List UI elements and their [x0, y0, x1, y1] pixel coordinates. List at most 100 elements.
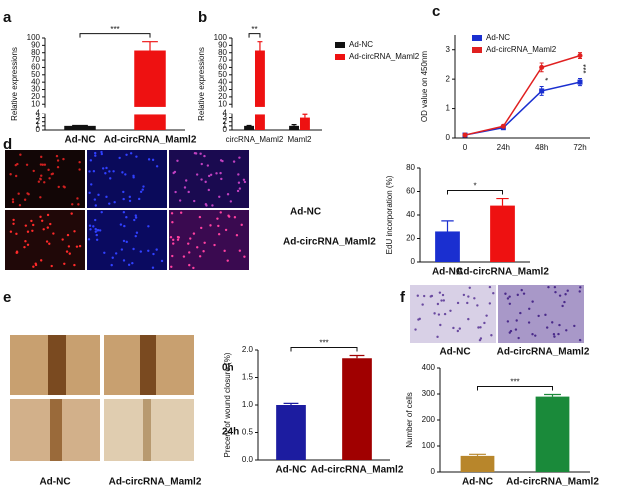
cell-dot — [172, 171, 175, 175]
wound-gap — [143, 399, 151, 461]
cell-dot — [43, 181, 46, 184]
y-tick-label: 90 — [31, 40, 40, 49]
cell-dot — [114, 252, 118, 255]
cell-dot — [176, 238, 180, 241]
line — [464, 81, 581, 136]
x-tick-label: Ad-NC — [275, 465, 306, 476]
cell-dot — [12, 218, 15, 222]
image-label: Ad-circRNA_Maml2 — [497, 347, 590, 358]
cell-dot — [11, 198, 15, 201]
cell-dot — [111, 256, 114, 259]
wound-gap — [50, 399, 62, 461]
cell-dot — [15, 250, 19, 253]
cell-dot — [94, 227, 97, 231]
cell-dot — [142, 185, 145, 188]
cell-dot — [176, 235, 180, 239]
cell-dot — [421, 303, 424, 306]
y-tick-label: 20 — [218, 92, 227, 101]
cell-dot — [242, 178, 246, 181]
cell-dot — [207, 174, 211, 178]
cell-dot — [473, 297, 476, 300]
cell-dot — [195, 173, 199, 176]
cell-dot — [492, 291, 495, 295]
cell-dot — [78, 244, 82, 248]
y-tick-label: 70 — [31, 55, 40, 64]
cell-dot — [206, 164, 210, 167]
cell-dot — [228, 215, 231, 218]
cell-dot — [124, 173, 127, 176]
cell-dot — [88, 170, 91, 173]
cell-dot — [219, 211, 222, 214]
y-tick-label: 60 — [218, 63, 227, 72]
significance-bracket — [477, 386, 553, 391]
y-tick-label: 400 — [422, 363, 436, 372]
error-bar — [302, 113, 308, 118]
cell-dot — [39, 196, 42, 199]
cell-dot — [417, 318, 420, 321]
axis-break — [228, 107, 236, 114]
cell-dot — [11, 200, 15, 204]
cell-dot — [433, 312, 436, 315]
cell-dot — [24, 240, 27, 243]
cell-dot — [12, 222, 15, 225]
cell-dot — [105, 195, 108, 199]
cell-dot — [78, 161, 81, 164]
y-tick-label: 30 — [218, 85, 227, 94]
cell-dot — [566, 289, 569, 292]
y-tick-label: 4 — [223, 109, 228, 118]
cell-dot — [202, 250, 205, 253]
cell-dot — [39, 163, 43, 166]
cell-dot — [514, 328, 518, 331]
cell-dot — [127, 263, 131, 267]
cell-dot — [49, 222, 52, 226]
cell-dot — [98, 229, 102, 232]
cell-dot — [200, 162, 203, 166]
cell-dot — [187, 190, 190, 194]
cell-dot — [171, 254, 174, 258]
significance-label: *** — [110, 25, 119, 34]
cell-dot — [531, 333, 534, 336]
cell-dot — [456, 329, 460, 333]
y-tick-label: 1.0 — [242, 400, 254, 409]
cell-dot — [42, 228, 45, 231]
cell-dot — [553, 335, 556, 338]
cell-dot — [509, 329, 513, 333]
cell-dot — [76, 197, 79, 200]
y-tick-label: 80 — [218, 48, 227, 57]
cell-dot — [468, 286, 471, 289]
cell-dot — [103, 251, 106, 254]
x-tick-label: circRNA_Maml2 — [226, 135, 284, 144]
y-tick-label: 0 — [223, 125, 228, 134]
cell-dot — [198, 215, 202, 219]
cell-dot — [47, 168, 50, 172]
cell-dot — [39, 177, 42, 180]
error-bar — [544, 393, 561, 397]
cell-dot — [132, 176, 135, 179]
cell-dot — [203, 241, 206, 244]
cell-dot — [67, 245, 71, 248]
image — [87, 210, 167, 270]
cell-dot — [520, 288, 523, 292]
bar-break — [253, 106, 266, 115]
cell-dot — [128, 199, 132, 203]
cell-dot — [564, 293, 567, 296]
cell-dot — [223, 249, 226, 253]
bar — [490, 205, 515, 262]
cell-dot — [100, 152, 104, 156]
cell-dot — [172, 242, 175, 245]
cell-dot — [104, 172, 107, 175]
cell-dot — [34, 262, 37, 265]
cell-dot — [95, 238, 99, 241]
cell-dot — [152, 252, 155, 256]
y-tick-label: 100 — [214, 33, 228, 42]
cell-dot — [198, 255, 202, 258]
cell-dot — [554, 290, 557, 294]
legend-swatch — [335, 54, 345, 60]
cell-dot — [220, 177, 223, 181]
cell-dot — [23, 198, 27, 201]
cell-dot — [40, 219, 44, 222]
cell-dot — [112, 170, 115, 173]
cell-dot — [449, 309, 452, 313]
cell-dot — [94, 204, 97, 207]
cell-dot — [135, 155, 138, 158]
